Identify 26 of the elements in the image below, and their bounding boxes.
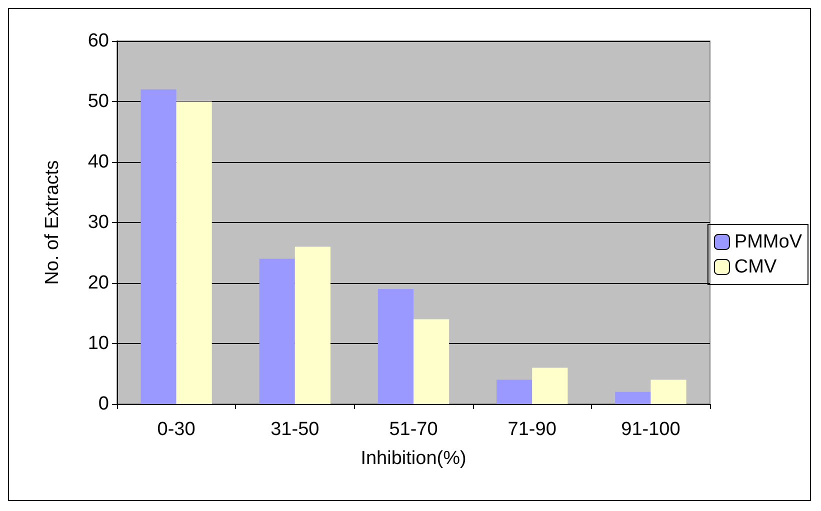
x-tick-label: 0-30 (157, 419, 196, 440)
y-tick-label: 40 (88, 152, 109, 172)
x-tick-label: 51-70 (389, 419, 438, 440)
bar (496, 380, 532, 404)
y-axis-title: No. of Extracts (42, 160, 63, 285)
bar (414, 319, 450, 404)
bar (140, 89, 176, 404)
legend-label: CMV (734, 256, 777, 278)
bar (259, 258, 295, 404)
y-tick-label: 20 (88, 272, 109, 294)
y-tick-label: 50 (88, 91, 109, 112)
y-tick-label: 30 (88, 212, 109, 233)
y-tick-label: 10 (88, 333, 109, 354)
bar (294, 246, 330, 404)
bar (378, 289, 414, 404)
y-tick-label: 0 (98, 394, 109, 414)
x-tick-label: 91-100 (621, 419, 680, 440)
x-tick-label: 71-90 (508, 419, 556, 440)
bar (650, 380, 686, 404)
x-tick-label: 31-50 (270, 419, 320, 440)
legend-label: PMMoV (734, 232, 802, 252)
y-tick-label: 60 (88, 30, 109, 52)
bar (615, 392, 651, 404)
x-axis-title: Inhibition(%) (360, 448, 466, 469)
bar (176, 102, 212, 404)
bar (532, 368, 568, 404)
